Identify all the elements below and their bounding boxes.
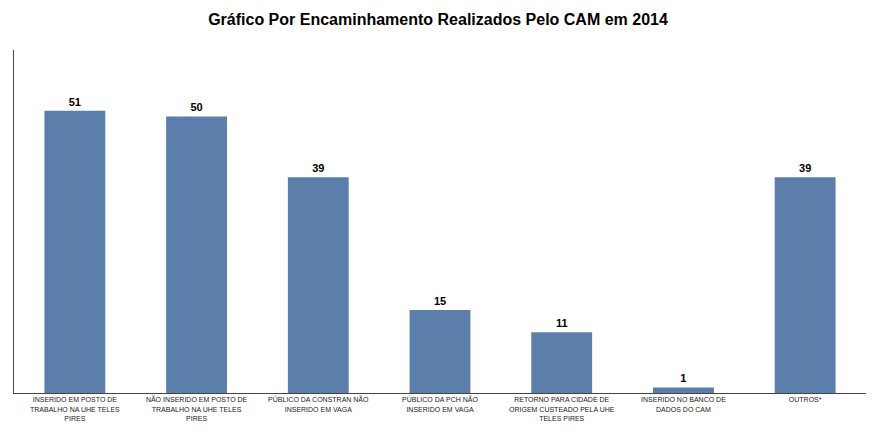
svg-text:51: 51	[69, 96, 81, 108]
svg-text:NÃO INSERIDO EM POSTO DETRABAL: NÃO INSERIDO EM POSTO DETRABALHO NA UHE …	[146, 395, 248, 421]
svg-text:OUTROS*: OUTROS*	[789, 396, 822, 403]
svg-text:50: 50	[190, 101, 202, 113]
svg-text:15: 15	[434, 295, 446, 307]
svg-text:1: 1	[680, 372, 686, 384]
svg-text:Gráfico Por Encaminhamento Rea: Gráfico Por Encaminhamento Realizados Pe…	[208, 11, 668, 28]
svg-text:PÚBLICO DA CONSTRAN NÃOINSERID: PÚBLICO DA CONSTRAN NÃOINSERIDO EM VAGA	[268, 395, 369, 412]
svg-text:39: 39	[799, 162, 811, 174]
svg-text:PÚBLICO DA PCH NÃOINSERIDO EM: PÚBLICO DA PCH NÃOINSERIDO EM VAGA	[402, 395, 478, 412]
svg-text:INSERIDO EM POSTO DETRABALHO N: INSERIDO EM POSTO DETRABALHO NA UHE TELE…	[30, 396, 120, 421]
svg-text:INSERIDO NO BANCO DEDADOS DO C: INSERIDO NO BANCO DEDADOS DO CAM	[641, 396, 726, 412]
svg-text:RETORNO PARA CIDADE DEORIGEM C: RETORNO PARA CIDADE DEORIGEM CUSTEADO PE…	[509, 396, 615, 421]
svg-text:39: 39	[312, 162, 324, 174]
svg-text:11: 11	[556, 317, 568, 329]
